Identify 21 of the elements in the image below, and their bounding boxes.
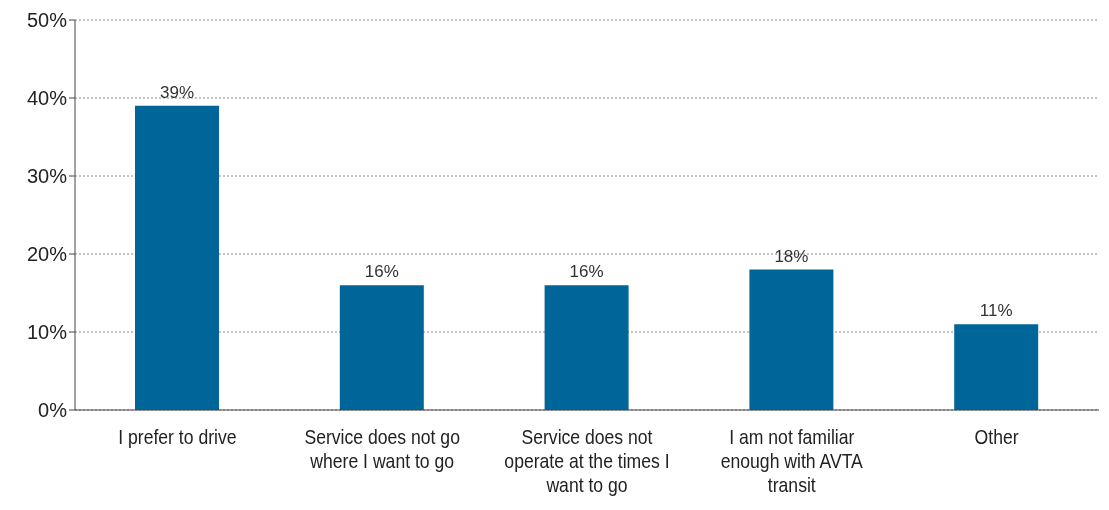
data-label: 16% <box>364 262 399 282</box>
y-tick-label: 40% <box>26 87 68 110</box>
bar <box>544 285 629 410</box>
x-tick-label: I prefer to drive <box>118 425 237 449</box>
data-label: 39% <box>159 82 195 102</box>
y-tick-label: 10% <box>26 321 68 344</box>
x-tick-label: Service does not go where I want to go <box>304 425 460 473</box>
y-tick-label: 20% <box>26 243 68 266</box>
data-label: 11% <box>979 301 1013 321</box>
bar <box>135 105 219 410</box>
x-tick-label: I am not familiar enough with AVTA transit <box>720 425 864 497</box>
bar <box>954 324 1039 410</box>
x-tick-label: Service does not operate at the times I want to go <box>504 425 670 497</box>
data-label: 16% <box>569 262 604 282</box>
y-tick-label: 30% <box>26 165 68 188</box>
y-tick-label: 0% <box>38 399 68 422</box>
y-tick-label: 50% <box>26 9 68 32</box>
data-label: 18% <box>774 246 809 266</box>
bar <box>339 285 424 410</box>
x-tick-label: Other <box>974 425 1019 449</box>
bar <box>749 269 834 410</box>
